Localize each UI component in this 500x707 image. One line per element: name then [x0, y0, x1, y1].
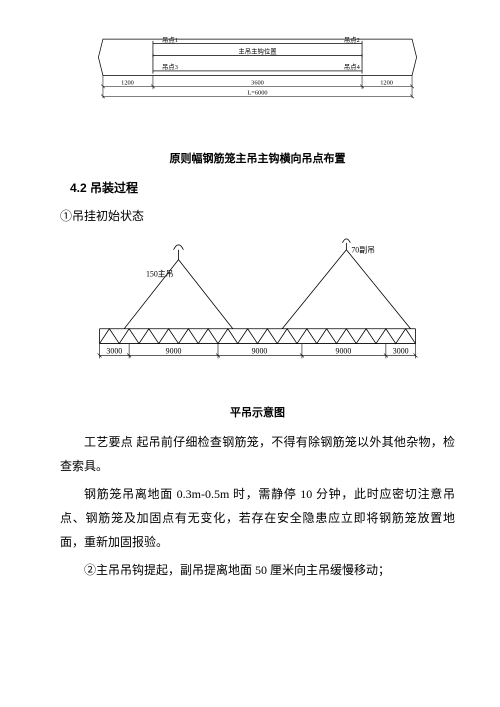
- paragraph-3: ②主吊吊钩提起，副吊提离地面 50 厘米向主吊缓慢移动；: [60, 558, 455, 582]
- dim2-e: 3000: [393, 346, 409, 355]
- label-d3: 吊点3: [162, 63, 178, 71]
- diagram-2-svg: 150主吊 70副吊 3000 9000 9000 9000 3000: [60, 234, 455, 384]
- section-4-2-title: 4.2 吊装过程: [70, 176, 455, 200]
- diagram-1: 吊点1 吊点2 吊点3 吊点4 主吊主钩位置 1200 3600 1200 L=…: [60, 30, 455, 138]
- dim-right: 1200: [380, 80, 393, 87]
- diagram-2-caption: 平吊示意图: [60, 402, 455, 424]
- dim2-b: 9000: [166, 346, 182, 355]
- diagram-1-svg: 吊点1 吊点2 吊点3 吊点4 主吊主钩位置 1200 3600 1200 L=…: [60, 30, 455, 130]
- paragraph-2: 钢筋笼吊离地面 0.3m-0.5m 时，需静停 10 分钟，此时应密切注意吊点、…: [60, 482, 455, 554]
- dim-total: L=6000: [247, 90, 267, 97]
- dim-mid: 3600: [251, 80, 264, 87]
- dim2-d: 9000: [336, 346, 352, 355]
- page: 吊点1 吊点2 吊点3 吊点4 主吊主钩位置 1200 3600 1200 L=…: [0, 0, 500, 606]
- label-d2: 吊点2: [344, 36, 360, 44]
- label-main-hook: 主吊主钩位置: [238, 47, 276, 56]
- diagram-1-caption: 原则幅钢筋笼主吊主钩横向吊点布置: [60, 148, 455, 170]
- label-d1: 吊点1: [162, 36, 178, 44]
- dim-left: 1200: [121, 80, 134, 87]
- label-d4: 吊点4: [344, 63, 361, 71]
- paragraph-1: 工艺要点 起吊前仔细检查钢筋笼，不得有除钢筋笼以外其他杂物，检查索具。: [60, 430, 455, 478]
- label-main-crane: 150主吊: [146, 268, 174, 278]
- diagram-2: 150主吊 70副吊 3000 9000 9000 9000 3000: [60, 234, 455, 392]
- item-1: ①吊挂初始状态: [60, 204, 455, 228]
- label-aux-crane: 70副吊: [351, 246, 375, 255]
- dim2-c: 9000: [252, 346, 268, 355]
- dim2-a: 3000: [106, 346, 122, 355]
